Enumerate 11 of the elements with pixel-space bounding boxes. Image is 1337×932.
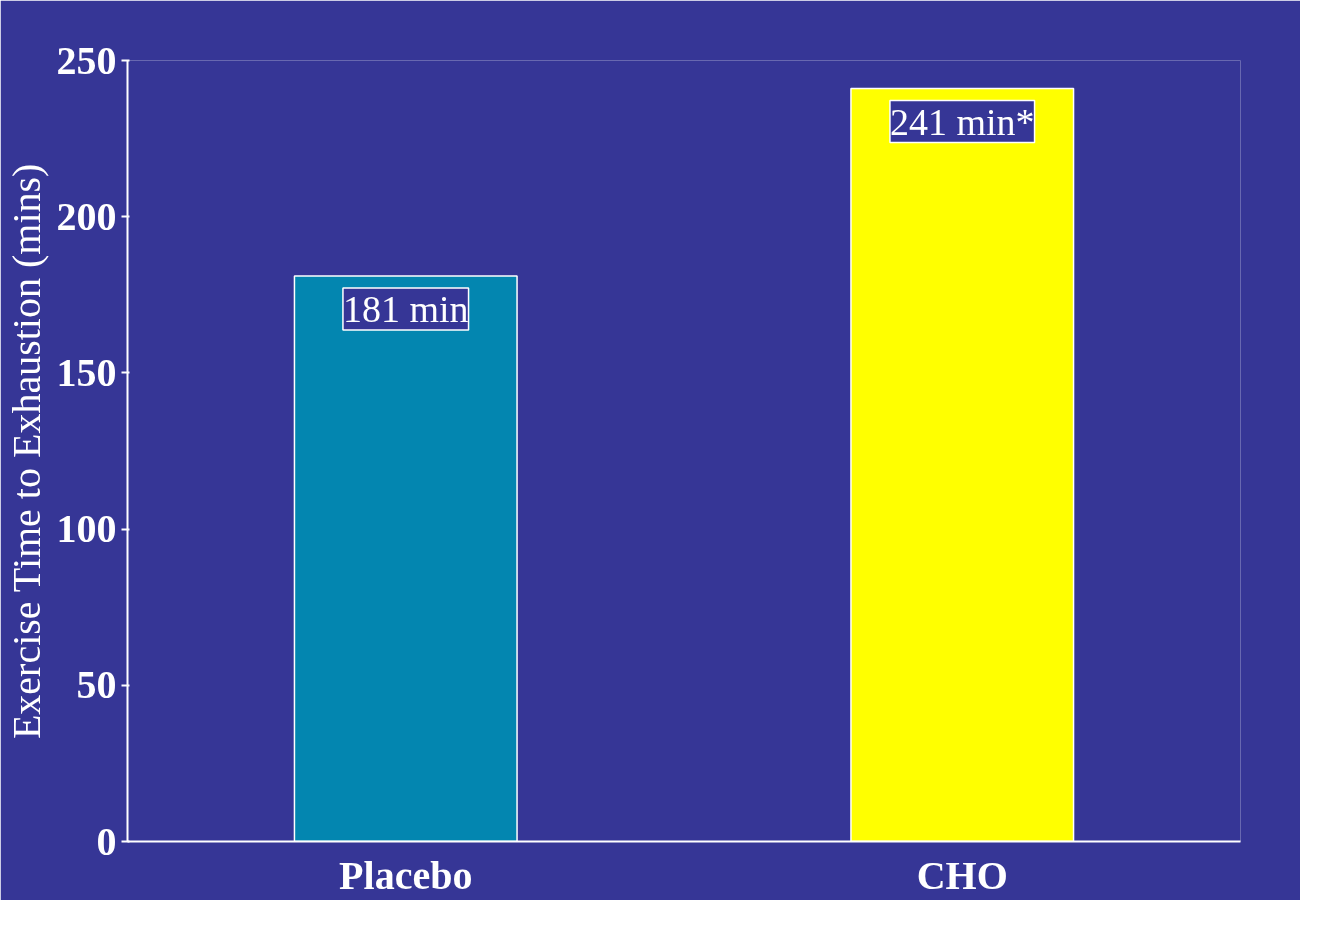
- x-tick-label: Placebo: [339, 852, 473, 898]
- x-tick-label: CHO: [916, 852, 1008, 898]
- y-tick-label: 250: [56, 37, 117, 83]
- data-label: 241 min*: [889, 100, 1035, 143]
- data-label: 181 min: [342, 288, 469, 331]
- y-tick-label: 150: [56, 349, 117, 395]
- y-tick-label: 0: [96, 818, 117, 864]
- y-tick-label: 50: [76, 662, 117, 708]
- y-tick-label: 200: [56, 193, 117, 239]
- y-tick-label: 100: [56, 506, 117, 552]
- y-axis-title: Exercise Time to Exhaustion (mins): [3, 163, 49, 740]
